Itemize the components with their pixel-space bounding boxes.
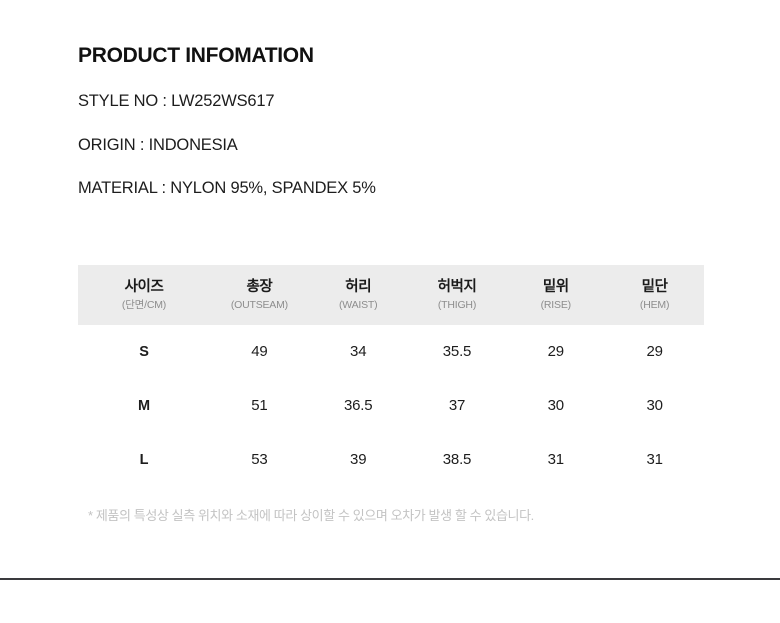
column-header-rise-ko: 밑위 bbox=[542, 279, 569, 295]
info-line-style-no: STYLE NO : LW252WS617 bbox=[78, 92, 275, 111]
column-header-size-ko: 사이즈 bbox=[124, 279, 164, 295]
column-header-waist: 허리 (WAIST) bbox=[308, 265, 408, 325]
column-header-outseam: 총장 (OUTSEAM) bbox=[210, 265, 309, 325]
cell-size: L bbox=[78, 432, 210, 487]
column-header-outseam-ko: 총장 bbox=[246, 279, 273, 295]
cell-size: S bbox=[78, 324, 210, 379]
column-header-size: 사이즈 (단면/CM) bbox=[78, 265, 210, 325]
cell-rise: 31 bbox=[506, 432, 606, 487]
column-header-thigh: 허벅지 (THIGH) bbox=[407, 265, 507, 325]
product-info-block: PRODUCT INFOMATION STYLE NO : LW252WS617… bbox=[78, 44, 718, 197]
cell-hem: 31 bbox=[605, 432, 704, 487]
column-header-waist-ko: 허리 bbox=[345, 279, 372, 295]
cell-waist: 39 bbox=[308, 432, 408, 487]
cell-outseam: 51 bbox=[210, 378, 309, 433]
page-title: PRODUCT INFOMATION bbox=[78, 44, 314, 67]
cell-outseam: 49 bbox=[210, 324, 309, 379]
table-row: L 53 39 38.5 31 31 bbox=[78, 432, 704, 487]
section-divider bbox=[0, 578, 780, 580]
size-chart-header: 사이즈 (단면/CM) 총장 (OUTSEAM) 허리 (WAIST) 허벅지 … bbox=[78, 265, 704, 325]
column-header-rise-en: (RISE) bbox=[540, 299, 572, 312]
table-header-row: 사이즈 (단면/CM) 총장 (OUTSEAM) 허리 (WAIST) 허벅지 … bbox=[78, 265, 704, 325]
size-chart-body: S 49 34 35.5 29 29 M 51 36.5 37 30 30 L … bbox=[78, 324, 704, 487]
cell-waist: 34 bbox=[308, 324, 408, 379]
column-header-thigh-ko: 허벅지 bbox=[437, 279, 477, 295]
column-header-rise: 밑위 (RISE) bbox=[506, 265, 606, 325]
measurement-disclaimer: * 제품의 특성상 실측 위치와 소재에 따라 상이할 수 있으며 오차가 발생… bbox=[88, 508, 534, 523]
cell-outseam: 53 bbox=[210, 432, 309, 487]
column-header-outseam-en: (OUTSEAM) bbox=[230, 299, 288, 312]
column-header-hem-ko: 밑단 bbox=[641, 279, 668, 295]
cell-thigh: 35.5 bbox=[407, 324, 507, 379]
info-line-origin: ORIGIN : INDONESIA bbox=[78, 135, 238, 154]
cell-rise: 29 bbox=[506, 324, 606, 379]
column-header-size-en: (단면/CM) bbox=[121, 299, 167, 312]
table-row: M 51 36.5 37 30 30 bbox=[78, 378, 704, 433]
cell-hem: 29 bbox=[605, 324, 704, 379]
column-header-hem: 밑단 (HEM) bbox=[605, 265, 704, 325]
cell-thigh: 37 bbox=[407, 378, 507, 433]
size-chart-table: 사이즈 (단면/CM) 총장 (OUTSEAM) 허리 (WAIST) 허벅지 … bbox=[78, 265, 704, 487]
cell-thigh: 38.5 bbox=[407, 432, 507, 487]
table-row: S 49 34 35.5 29 29 bbox=[78, 324, 704, 379]
cell-size: M bbox=[78, 378, 210, 433]
info-line-material: MATERIAL : NYLON 95%, SPANDEX 5% bbox=[78, 179, 376, 198]
column-header-thigh-en: (THIGH) bbox=[437, 299, 477, 312]
cell-waist: 36.5 bbox=[308, 378, 408, 433]
column-header-waist-en: (WAIST) bbox=[338, 299, 378, 312]
cell-hem: 30 bbox=[605, 378, 704, 433]
cell-rise: 30 bbox=[506, 378, 606, 433]
column-header-hem-en: (HEM) bbox=[639, 299, 670, 312]
